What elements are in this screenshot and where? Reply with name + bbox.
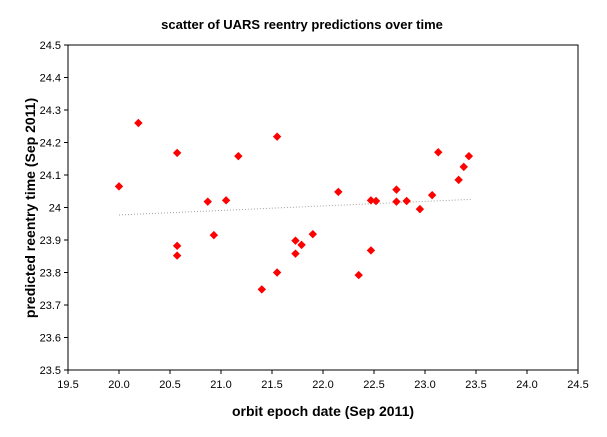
data-point [114, 182, 124, 191]
x-tick-label: 22.0 [312, 379, 333, 391]
y-tick-label: 24.4 [40, 73, 61, 85]
data-point [172, 148, 182, 158]
data-point [459, 162, 468, 172]
data-point [354, 270, 363, 280]
y-tick-label: 24.3 [40, 105, 61, 117]
data-point [366, 196, 376, 205]
data-point [134, 118, 143, 128]
x-tick-label: 20.0 [108, 379, 129, 391]
x-tick-label: 21.5 [261, 379, 282, 391]
x-axis-label: orbit epoch date (Sep 2011) [232, 403, 414, 419]
y-tick-label: 23.6 [40, 333, 61, 345]
data-point [454, 175, 463, 185]
y-tick-label: 24.5 [40, 40, 61, 52]
data-point [234, 151, 243, 161]
data-point [427, 190, 437, 200]
y-tick-label: 23.8 [40, 268, 61, 280]
data-point [434, 148, 443, 157]
data-points [114, 118, 474, 294]
data-point [257, 285, 267, 294]
data-point [291, 236, 300, 245]
y-tick-label: 24 [49, 203, 61, 215]
y-tick-label: 23.7 [40, 300, 61, 312]
x-tick-label: 24.0 [516, 379, 537, 391]
x-tick-label: 19.5 [57, 379, 78, 391]
y-axis: 23.5 23.6 23.7 23.8 23.9 24 24.1 24.2 24.3 24.4 24… [40, 40, 68, 377]
x-tick-label: 22.5 [363, 379, 384, 391]
y-tick-label: 24.2 [40, 138, 61, 150]
x-tick-label: 21.0 [210, 379, 231, 391]
y-axis-label: predicted reentry time (Sep 2011) [22, 98, 38, 318]
x-axis: 19.5 20.0 20.5 21.0 21.5 22.0 22.5 23.0 23.5 24.0… [57, 370, 589, 391]
plot-area-border [67, 44, 579, 371]
data-point [371, 196, 381, 206]
data-point [366, 246, 376, 255]
data-point [392, 185, 401, 194]
data-point [297, 240, 306, 250]
x-tick-label: 23.0 [414, 379, 435, 391]
data-point [272, 268, 282, 277]
data-point [172, 251, 182, 260]
data-point [291, 249, 300, 258]
x-tick-label: 24.5 [567, 379, 588, 391]
data-point [221, 196, 231, 205]
data-point [334, 187, 343, 197]
data-point [392, 197, 401, 206]
x-tick-label: 20.5 [159, 379, 180, 391]
data-point [272, 132, 282, 141]
data-point [308, 229, 318, 239]
data-point [415, 204, 425, 214]
y-tick-label: 23.9 [40, 235, 61, 247]
y-tick-label: 23.5 [40, 365, 61, 377]
data-point [209, 230, 219, 240]
data-point [464, 151, 474, 161]
data-point [402, 196, 411, 206]
data-point [203, 197, 212, 206]
y-tick-label: 24.1 [40, 170, 61, 182]
x-tick-label: 23.5 [465, 379, 486, 391]
data-point [172, 241, 182, 251]
chart-title: scatter of UARS reentry predictions over… [161, 17, 443, 32]
